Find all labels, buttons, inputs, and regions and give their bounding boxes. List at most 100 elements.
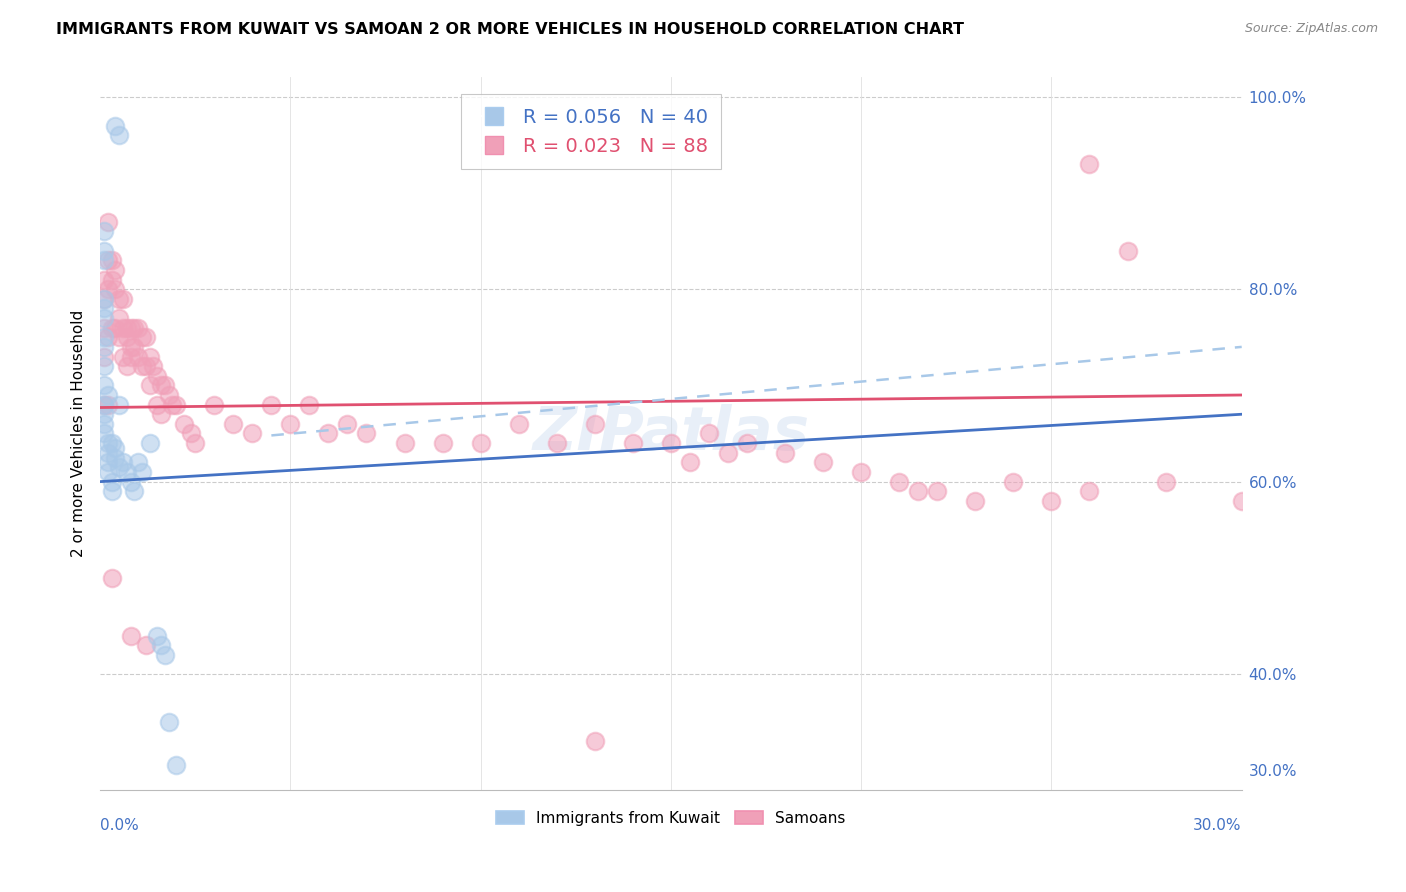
Point	[336, 417, 359, 431]
Point	[135, 638, 157, 652]
Point	[93, 350, 115, 364]
Point	[1078, 484, 1101, 499]
Point	[124, 320, 146, 334]
Point	[124, 484, 146, 499]
Point	[146, 398, 169, 412]
Point	[153, 648, 176, 662]
Point	[93, 311, 115, 326]
Point	[93, 272, 115, 286]
Point	[470, 436, 492, 450]
Point	[108, 460, 131, 475]
Point	[621, 436, 644, 450]
Point	[184, 436, 207, 450]
Point	[157, 388, 180, 402]
Point	[356, 426, 378, 441]
Point	[120, 629, 142, 643]
Point	[104, 450, 127, 465]
Point	[93, 292, 115, 306]
Point	[735, 436, 758, 450]
Point	[146, 368, 169, 383]
Point	[104, 263, 127, 277]
Point	[104, 119, 127, 133]
Point	[318, 426, 340, 441]
Point	[93, 407, 115, 421]
Point	[120, 475, 142, 489]
Point	[150, 378, 173, 392]
Point	[1230, 494, 1253, 508]
Point	[97, 465, 120, 479]
Point	[100, 272, 122, 286]
Point	[120, 340, 142, 354]
Point	[240, 426, 263, 441]
Point	[100, 475, 122, 489]
Point	[100, 571, 122, 585]
Point	[127, 320, 149, 334]
Point	[697, 426, 720, 441]
Point	[165, 398, 187, 412]
Point	[142, 359, 165, 373]
Point	[659, 436, 682, 450]
Point	[100, 436, 122, 450]
Point	[115, 359, 138, 373]
Point	[162, 398, 184, 412]
Point	[97, 455, 120, 469]
Point	[104, 320, 127, 334]
Point	[97, 446, 120, 460]
Point	[97, 282, 120, 296]
Point	[773, 446, 796, 460]
Legend: Immigrants from Kuwait, Samoans: Immigrants from Kuwait, Samoans	[491, 805, 852, 831]
Text: IMMIGRANTS FROM KUWAIT VS SAMOAN 2 OR MORE VEHICLES IN HOUSEHOLD CORRELATION CHA: IMMIGRANTS FROM KUWAIT VS SAMOAN 2 OR MO…	[56, 22, 965, 37]
Point	[1116, 244, 1139, 258]
Point	[150, 638, 173, 652]
Point	[298, 398, 321, 412]
Point	[115, 465, 138, 479]
Point	[97, 388, 120, 402]
Point	[583, 417, 606, 431]
Point	[180, 426, 202, 441]
Point	[131, 465, 153, 479]
Point	[100, 484, 122, 499]
Point	[131, 330, 153, 344]
Point	[115, 320, 138, 334]
Point	[135, 330, 157, 344]
Point	[115, 330, 138, 344]
Point	[124, 340, 146, 354]
Point	[508, 417, 530, 431]
Point	[93, 426, 115, 441]
Point	[108, 311, 131, 326]
Point	[260, 398, 283, 412]
Point	[111, 350, 134, 364]
Point	[93, 301, 115, 316]
Point	[138, 378, 160, 392]
Point	[97, 436, 120, 450]
Point	[432, 436, 454, 450]
Point	[679, 455, 702, 469]
Text: ZIPatlas: ZIPatlas	[533, 404, 810, 463]
Point	[717, 446, 740, 460]
Point	[165, 758, 187, 772]
Point	[120, 320, 142, 334]
Point	[131, 359, 153, 373]
Point	[111, 292, 134, 306]
Point	[93, 253, 115, 268]
Point	[93, 378, 115, 392]
Point	[93, 398, 115, 412]
Point	[153, 378, 176, 392]
Point	[546, 436, 568, 450]
Text: 30.0%: 30.0%	[1194, 819, 1241, 833]
Point	[97, 253, 120, 268]
Point	[97, 398, 120, 412]
Point	[157, 715, 180, 730]
Point	[93, 359, 115, 373]
Point	[108, 128, 131, 143]
Point	[138, 436, 160, 450]
Point	[127, 350, 149, 364]
Point	[93, 340, 115, 354]
Point	[927, 484, 949, 499]
Point	[93, 417, 115, 431]
Y-axis label: 2 or more Vehicles in Household: 2 or more Vehicles in Household	[72, 310, 86, 558]
Point	[93, 330, 115, 344]
Point	[138, 350, 160, 364]
Point	[111, 455, 134, 469]
Point	[135, 359, 157, 373]
